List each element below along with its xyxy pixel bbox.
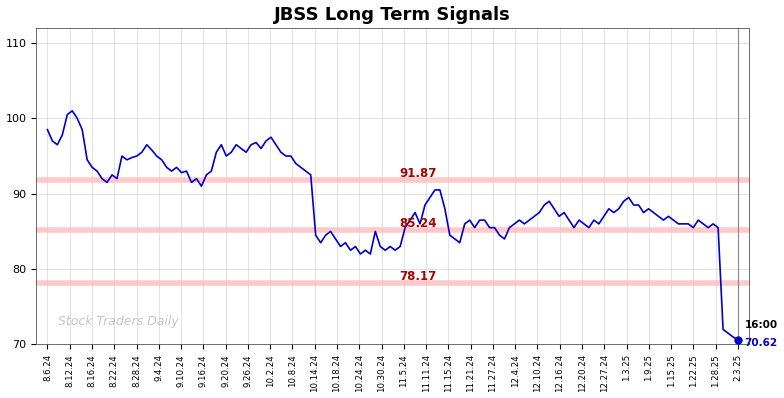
- Text: 78.17: 78.17: [399, 270, 437, 283]
- Text: 16:00: 16:00: [745, 320, 778, 330]
- Text: Stock Traders Daily: Stock Traders Daily: [58, 316, 179, 328]
- Text: 91.87: 91.87: [399, 167, 437, 179]
- Text: 85.24: 85.24: [399, 217, 437, 230]
- Title: JBSS Long Term Signals: JBSS Long Term Signals: [274, 6, 511, 23]
- Text: 70.62: 70.62: [745, 338, 778, 348]
